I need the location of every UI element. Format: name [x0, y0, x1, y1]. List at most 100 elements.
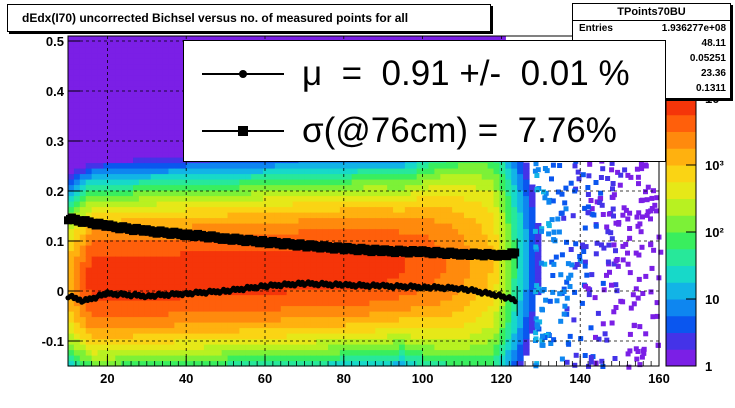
heatmap-cell	[416, 360, 424, 367]
heatmap-cell	[357, 267, 365, 274]
heatmap-cell	[215, 344, 223, 351]
heatmap-cell	[339, 228, 347, 235]
heatmap-cell	[345, 179, 353, 186]
heatmap-cell	[298, 311, 305, 318]
heatmap-cell	[79, 118, 87, 125]
heatmap-cell	[410, 327, 418, 334]
heatmap-cell	[452, 311, 459, 318]
heatmap-cell	[245, 261, 252, 268]
heatmap-cell	[215, 316, 223, 323]
heatmap-cell	[434, 261, 441, 268]
heatmap-cell	[186, 283, 193, 290]
heatmap-cell	[333, 305, 341, 312]
heatmap-cell	[304, 283, 311, 290]
heatmap-cell	[481, 322, 489, 329]
heatmap-cell	[186, 201, 193, 208]
heatmap-cell	[286, 305, 294, 312]
heatmap-cell	[198, 190, 205, 197]
heatmap-cell	[499, 201, 506, 208]
heatmap-cell	[446, 234, 453, 241]
sparse-cell	[650, 314, 656, 320]
sparse-cell	[649, 265, 655, 271]
heatmap-cell	[458, 184, 465, 191]
heatmap-cell	[156, 267, 164, 274]
heatmap-cell	[168, 80, 175, 87]
heatmap-cell	[79, 206, 87, 213]
heatmap-cell	[263, 267, 270, 274]
heatmap-cell	[162, 135, 170, 142]
heatmap-cell	[339, 212, 347, 219]
heatmap-cell	[109, 250, 116, 257]
heatmap-cell	[493, 261, 501, 268]
sparse-cell	[610, 186, 615, 192]
heatmap-cell	[239, 173, 246, 180]
heatmap-cell	[505, 355, 512, 362]
heatmap-cell	[292, 272, 300, 279]
heatmap-cell	[221, 217, 229, 224]
heatmap-cell	[487, 283, 495, 290]
heatmap-cell	[85, 179, 93, 186]
heatmap-cell	[68, 245, 75, 252]
heatmap-cell	[263, 217, 270, 224]
heatmap-cell	[180, 206, 187, 213]
sparse-cell	[620, 257, 626, 263]
heatmap-cell	[428, 344, 436, 351]
heatmap-cell	[410, 190, 418, 197]
heatmap-cell	[298, 184, 305, 191]
heatmap-cell	[292, 327, 300, 334]
heatmap-cell	[138, 217, 146, 224]
heatmap-cell	[463, 267, 471, 274]
heatmap-cell	[404, 190, 412, 197]
heatmap-cell	[162, 256, 170, 263]
heatmap-cell	[398, 190, 406, 197]
heatmap-cell	[245, 338, 252, 345]
heatmap-cell	[268, 184, 276, 191]
heatmap-cell	[79, 305, 87, 312]
heatmap-cell	[263, 349, 270, 356]
heatmap-cell	[517, 278, 524, 285]
heatmap-cell	[109, 333, 116, 340]
heatmap-cell	[469, 278, 477, 285]
heatmap-cell	[203, 272, 211, 279]
heatmap-cell	[534, 267, 542, 274]
heatmap-cell	[393, 333, 400, 340]
heatmap-cell	[233, 195, 240, 202]
heatmap-cell	[109, 267, 116, 274]
heatmap-cell	[73, 228, 81, 235]
heatmap-cell	[109, 146, 116, 153]
heatmap-cell	[528, 201, 536, 208]
sparse-cell	[534, 324, 540, 330]
heatmap-cell	[511, 256, 518, 263]
heatmap-cell	[410, 239, 418, 246]
sparse-cell	[610, 206, 616, 212]
heatmap-cell	[416, 223, 424, 230]
heatmap-cell	[239, 250, 246, 257]
heatmap-cell	[91, 58, 99, 65]
heatmap-cell	[156, 349, 164, 356]
heatmap-cell	[280, 184, 288, 191]
heatmap-cell	[322, 355, 329, 362]
sparse-cell	[611, 242, 617, 248]
heatmap-cell	[263, 250, 270, 257]
heatmap-cell	[475, 327, 483, 334]
heatmap-cell	[363, 278, 371, 285]
heatmap-cell	[410, 256, 418, 263]
heatmap-cell	[511, 162, 518, 169]
heatmap-cell	[85, 338, 93, 345]
heatmap-cell	[162, 239, 170, 246]
sparse-cell	[602, 331, 608, 337]
sparse-cell	[582, 353, 588, 358]
heatmap-cell	[115, 250, 122, 257]
heatmap-cell	[156, 179, 164, 186]
heatmap-cell	[375, 333, 382, 340]
heatmap-cell	[351, 305, 359, 312]
heatmap-cell	[422, 289, 430, 296]
heatmap-cell	[475, 311, 483, 318]
heatmap-cell	[103, 184, 110, 191]
heatmap-cell	[310, 168, 317, 175]
heatmap-cell	[127, 146, 134, 153]
heatmap-cell	[322, 305, 329, 312]
heatmap-cell	[203, 278, 211, 285]
heatmap-cell	[144, 201, 152, 208]
heatmap-cell	[91, 250, 99, 257]
